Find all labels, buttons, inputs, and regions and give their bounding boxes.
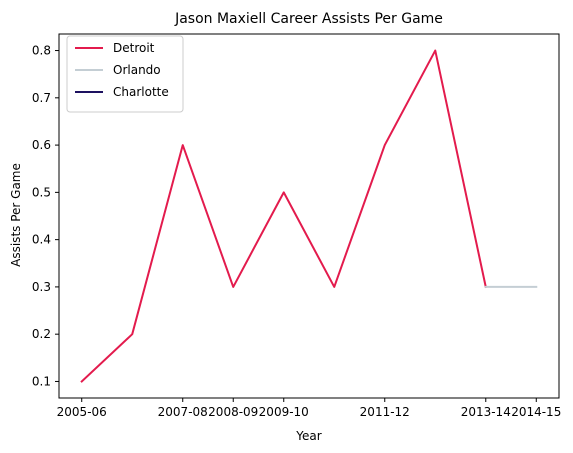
y-tick-label: 0.7 <box>32 91 51 105</box>
x-tick-label: 2013-14 <box>461 405 511 419</box>
y-tick-label: 0.8 <box>32 44 51 58</box>
x-tick-label: 2011-12 <box>360 405 410 419</box>
x-tick-label: 2008-09 <box>208 405 258 419</box>
legend-label-charlotte: Charlotte <box>113 85 169 99</box>
x-axis-label: Year <box>295 429 321 443</box>
y-axis-label: Assists Per Game <box>9 163 23 267</box>
legend-label-orlando: Orlando <box>113 63 161 77</box>
legend: Detroit Orlando Charlotte <box>67 36 183 112</box>
x-tick-label: 2005-06 <box>57 405 107 419</box>
y-tick-label: 0.3 <box>32 280 51 294</box>
legend-label-detroit: Detroit <box>113 41 155 55</box>
y-tick-label: 0.2 <box>32 327 51 341</box>
y-tick-label: 0.5 <box>32 185 51 199</box>
y-tick-label: 0.6 <box>32 138 51 152</box>
y-tick-label: 0.4 <box>32 233 51 247</box>
x-tick-label: 2009-10 <box>259 405 309 419</box>
chart-title: Jason Maxiell Career Assists Per Game <box>174 11 443 27</box>
x-tick-label: 2014-15 <box>511 405 561 419</box>
y-tick-label: 0.1 <box>32 374 51 388</box>
x-tick-label: 2007-08 <box>158 405 208 419</box>
